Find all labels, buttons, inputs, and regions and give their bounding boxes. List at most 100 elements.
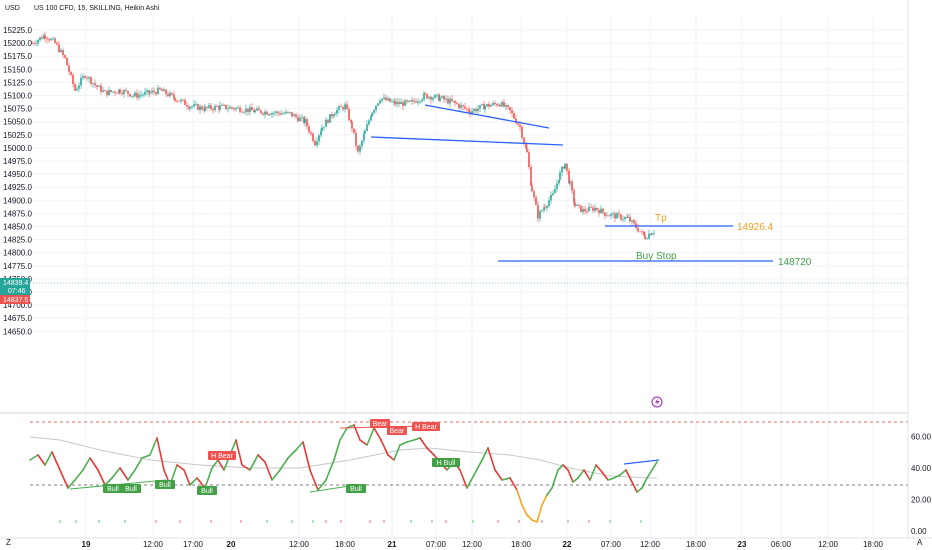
timezone-icon[interactable]: Z xyxy=(6,538,11,547)
upper-wedge-line[interactable] xyxy=(424,104,550,129)
candle-body xyxy=(104,90,106,92)
auto-scale-icon[interactable]: A xyxy=(917,538,923,547)
lower-wedge-line[interactable] xyxy=(370,136,564,146)
oscillator-segment xyxy=(176,464,185,471)
price-tick: 14825.0 xyxy=(3,236,32,245)
candle-body xyxy=(159,87,161,90)
candle-body xyxy=(445,98,447,100)
time-label: 06:00 xyxy=(771,540,792,549)
oscillator-segment xyxy=(631,481,638,493)
candle-body xyxy=(641,231,643,233)
candle-body xyxy=(650,233,652,235)
candle-body xyxy=(361,140,363,146)
candle-body xyxy=(473,109,475,112)
candle-body xyxy=(643,231,645,236)
oscillator-segment xyxy=(97,469,106,486)
oscillator-segment xyxy=(67,479,76,489)
signal-label: H Bear xyxy=(415,424,437,431)
candle-body xyxy=(385,97,387,101)
candle-body xyxy=(52,38,54,40)
candle-body xyxy=(559,172,561,180)
candle-body xyxy=(273,112,275,114)
candle-body xyxy=(165,89,167,95)
candle-body xyxy=(481,104,483,106)
oscillator-segment xyxy=(44,451,53,466)
oscillator-segment xyxy=(339,427,348,441)
candle-body xyxy=(54,38,56,43)
candle-body xyxy=(219,105,221,110)
time-label: 18:00 xyxy=(686,540,707,549)
candle-body xyxy=(110,90,112,92)
candle-body xyxy=(193,104,195,107)
time-label: 22 xyxy=(563,540,572,549)
tp-label[interactable]: Tp xyxy=(655,213,667,224)
candle-body xyxy=(357,145,359,152)
candle-body xyxy=(210,105,212,110)
oscillator-ma-line xyxy=(29,436,657,479)
candle-body xyxy=(419,101,421,103)
candle-body xyxy=(449,98,451,104)
signal-label: Bull xyxy=(350,486,362,493)
price-tick: 14850.0 xyxy=(3,223,32,232)
candle-body xyxy=(453,101,455,102)
candle-body xyxy=(241,111,243,113)
oscillator-segment xyxy=(37,454,46,466)
candle-body xyxy=(590,206,592,208)
oscillator-segment xyxy=(589,464,597,481)
candle-body xyxy=(501,102,503,107)
candle-body xyxy=(125,90,127,91)
oscillator-segment xyxy=(89,457,99,471)
candle-body xyxy=(334,113,336,115)
candle-body xyxy=(483,104,485,110)
symbol-title[interactable]: US 100 CFD, 15, SKILLING, Heikin Ashi xyxy=(34,5,160,12)
oscillator-trend-line[interactable] xyxy=(623,459,660,465)
candle-body xyxy=(537,204,539,219)
signal-label: H Bull xyxy=(437,460,456,467)
candle-body xyxy=(624,217,626,220)
candle-body xyxy=(136,92,138,98)
candle-body xyxy=(571,181,573,191)
heikin-ashi-candles[interactable] xyxy=(31,31,655,241)
candle-body xyxy=(212,109,214,111)
lightning-icon[interactable] xyxy=(651,396,663,408)
oscillator-segment xyxy=(380,439,389,456)
candle-body xyxy=(644,235,646,239)
candle-body xyxy=(578,204,580,206)
candle-body xyxy=(346,104,348,110)
candle-body xyxy=(287,111,289,113)
candle-body xyxy=(626,217,628,219)
candle-body xyxy=(434,94,436,98)
candle-body xyxy=(306,119,308,127)
oscillator-axis[interactable]: 60.00 40.00 20.00 0.00 xyxy=(911,433,932,537)
candle-body xyxy=(515,118,517,124)
candle-body xyxy=(342,107,344,110)
price-tick: 14675.0 xyxy=(3,314,32,323)
oscillator-segment xyxy=(141,454,151,459)
price-tick: 15050.0 xyxy=(3,118,32,127)
oscillator-segment xyxy=(104,477,113,486)
candle-body xyxy=(564,163,566,169)
candle-body xyxy=(318,135,320,142)
candle-body xyxy=(471,111,473,114)
candle-body xyxy=(174,98,176,101)
candle-body xyxy=(648,233,650,239)
candle-body xyxy=(161,89,163,92)
buy-stop-label[interactable]: Buy Stop xyxy=(636,251,677,262)
time-label: 20 xyxy=(227,540,236,549)
oscillator-segment xyxy=(487,447,496,471)
candle-body xyxy=(62,50,64,56)
time-label: 07:00 xyxy=(426,540,447,549)
candle-body xyxy=(129,93,131,97)
candle-body xyxy=(424,93,426,95)
candle-body xyxy=(94,83,96,86)
candle-body xyxy=(426,93,428,99)
candle-body xyxy=(149,92,151,94)
candle-body xyxy=(646,238,648,240)
time-axis[interactable]: 19 12:00 17:00 20 12:00 18:00 21 07:00 12:00 18:0… xyxy=(82,540,884,549)
candle-body xyxy=(279,113,281,115)
candle-body xyxy=(301,117,303,118)
candle-body xyxy=(438,94,440,101)
oscillator-segment xyxy=(51,451,61,471)
oscillator-segment xyxy=(562,464,569,471)
